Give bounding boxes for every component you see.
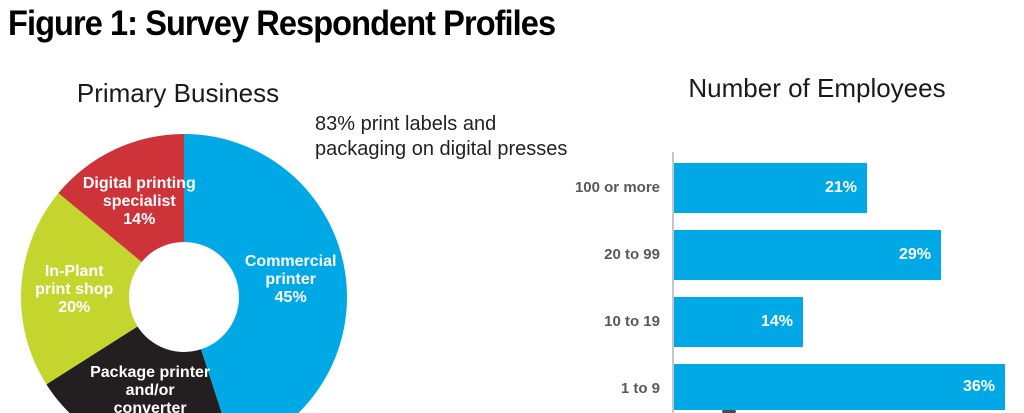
cutoff-text-fragment (722, 410, 736, 413)
bar-value-label: 21% (824, 179, 857, 196)
pie-segment-digital-printing-specialist (58, 134, 184, 262)
pie-chart-title: Primary Business (76, 78, 280, 108)
pie-segment-package-printer-and-or-converter (46, 326, 222, 413)
bar-category-label: 1 to 9 (620, 380, 660, 397)
bar-chart-title: Number of Employees (688, 73, 946, 103)
bar-chart-axis-line (672, 152, 674, 413)
pie-segment-commercial-printer (184, 134, 347, 413)
bar-category-label: 20 to 99 (604, 246, 660, 263)
bar-value-label: 29% (898, 246, 931, 263)
bar-1-to-9: 36% (674, 364, 1005, 410)
bar-category-label: 10 to 19 (604, 313, 660, 330)
bar-20-to-99: 29% (674, 230, 941, 280)
bar-100-or-more: 21% (674, 163, 867, 213)
pie-annotation: 83% print labels and packaging on digita… (315, 113, 568, 160)
figure-title: Figure 1: Survey Respondent Profiles (8, 4, 556, 43)
bar-category-label: 100 or more (574, 179, 660, 196)
bar-value-label: 36% (962, 378, 995, 395)
pie-segment-in-plant-print-shop (20, 193, 142, 385)
bar-value-label: 14% (760, 313, 793, 330)
bar-10-to-19: 14% (674, 297, 803, 347)
